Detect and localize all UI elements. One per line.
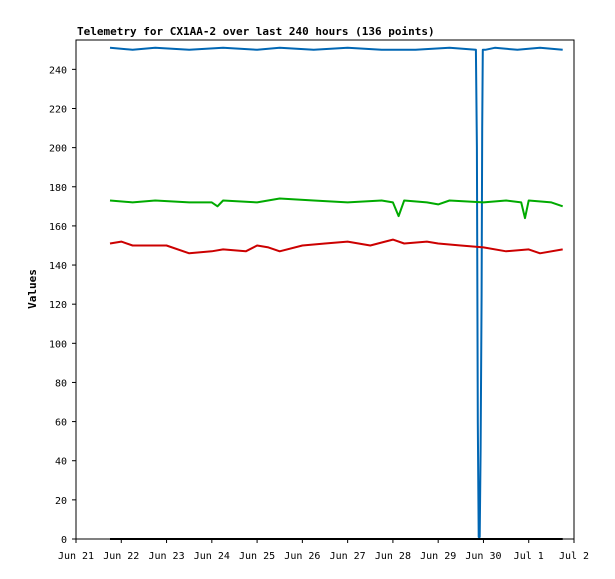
x-axis: Jun 21 Jun 22 Jun 23 Jun 24 Jun 25 Jun 26 Jun … <box>58 539 589 562</box>
y-tick-label: 160 <box>49 222 67 233</box>
x-tick-label: Jun 27 <box>330 551 366 562</box>
y-tick-label: 180 <box>49 183 67 194</box>
x-tick-label: Jul 1 <box>514 551 544 562</box>
x-tick-label: Jun 28 <box>375 551 411 562</box>
y-tick-label: 20 <box>55 496 67 507</box>
x-tick-label: Jun 21 <box>58 551 94 562</box>
chart-title: Telemetry for CX1AA-2 over last 240 hour… <box>77 25 435 38</box>
series-line-2 <box>109 197 564 220</box>
y-tick-label: 100 <box>49 339 67 350</box>
y-tick-label: 140 <box>49 261 67 272</box>
x-tick-label: Jun 22 <box>103 551 139 562</box>
y-tick-label: 120 <box>49 300 67 311</box>
x-tick-label: Jun 23 <box>148 551 184 562</box>
x-tick-label: Jun 26 <box>284 551 320 562</box>
x-tick-label: Jul 2 <box>559 551 589 562</box>
y-tick-label: 60 <box>55 418 67 429</box>
y-axis-label: Values <box>26 269 39 309</box>
y-tick-label: 240 <box>49 65 67 76</box>
x-tick-label: Jun 29 <box>420 551 456 562</box>
y-axis: 0 20 40 60 80 100 120 140 160 180 200 220 240 <box>49 65 76 546</box>
plot-area-frame <box>75 39 575 540</box>
y-tick-label: 200 <box>49 144 67 155</box>
x-tick-label: Jun 30 <box>465 551 501 562</box>
series-line-1 <box>109 46 563 538</box>
x-tick-label: Jun 24 <box>194 551 230 562</box>
y-tick-label: 80 <box>55 378 67 389</box>
x-tick-label: Jun 25 <box>239 551 275 562</box>
series-lines <box>109 46 564 540</box>
series-line-3 <box>109 238 563 255</box>
y-tick-label: 220 <box>49 104 67 115</box>
y-tick-label: 40 <box>55 457 67 468</box>
y-tick-label: 0 <box>61 535 67 546</box>
